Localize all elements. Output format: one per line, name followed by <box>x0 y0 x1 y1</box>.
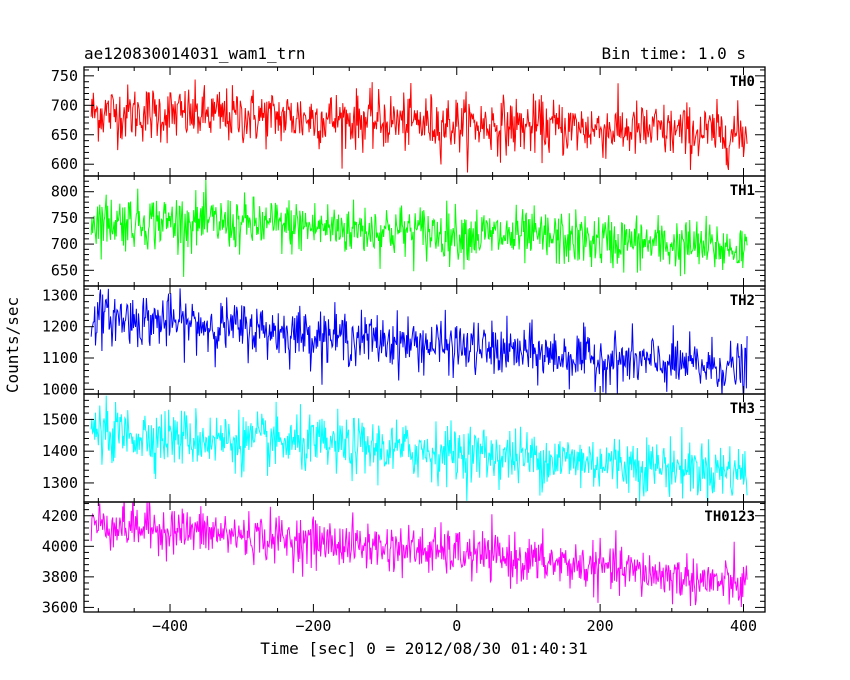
panels-group: TH0 600 650 700 750 TH1 650 700 750 800 TH2 1000 110… <box>42 66 766 635</box>
series-label: TH2 <box>730 293 755 309</box>
y-tick-label: 3800 <box>42 568 78 586</box>
series-label: TH0123 <box>704 509 755 525</box>
series-label: TH0 <box>730 74 755 90</box>
y-tick-label: 1300 <box>42 286 78 304</box>
y-tick-label: 1100 <box>42 349 78 367</box>
y-tick-label: 650 <box>51 261 78 279</box>
y-tick-label: 1400 <box>42 442 78 460</box>
series-line-th1 <box>90 179 748 277</box>
y-tick-label: 800 <box>51 183 78 201</box>
y-tick-label: 1300 <box>42 474 78 492</box>
y-axis-label: Counts/sec <box>3 297 22 393</box>
y-tick-label: 600 <box>51 155 78 173</box>
y-tick-label: 4200 <box>42 507 78 525</box>
series-line-th3 <box>90 395 748 502</box>
x-tick-label: −400 <box>152 617 188 635</box>
y-tick-label: 3600 <box>42 598 78 616</box>
series-label: TH3 <box>730 401 755 417</box>
chart-title: ae120830014031_wam1_trn <box>84 44 306 63</box>
y-tick-label: 750 <box>51 67 78 85</box>
y-tick-label: 1500 <box>42 410 78 428</box>
series-line-th0 <box>90 79 748 173</box>
x-axis-label: Time [sec] 0 = 2012/08/30 01:40:31 <box>260 639 588 658</box>
x-tick-label: −200 <box>295 617 331 635</box>
x-tick-label: 200 <box>587 617 614 635</box>
y-tick-label: 4000 <box>42 537 78 555</box>
series-label: TH1 <box>730 183 755 199</box>
y-tick-label: 750 <box>51 209 78 227</box>
series-line-th0123 <box>90 502 748 607</box>
x-tick-label: 0 <box>452 617 461 635</box>
series-line-th2 <box>90 288 748 394</box>
panel-frame-th0123 <box>83 501 766 613</box>
x-tick-label: 400 <box>730 617 757 635</box>
y-tick-label: 700 <box>51 235 78 253</box>
y-tick-label: 1000 <box>42 380 78 398</box>
y-tick-label: 700 <box>51 96 78 114</box>
panel-frame-th2 <box>83 285 766 395</box>
y-tick-label: 650 <box>51 126 78 144</box>
bin-time-label: Bin time: 1.0 s <box>602 44 747 63</box>
y-tick-label: 1200 <box>42 318 78 336</box>
